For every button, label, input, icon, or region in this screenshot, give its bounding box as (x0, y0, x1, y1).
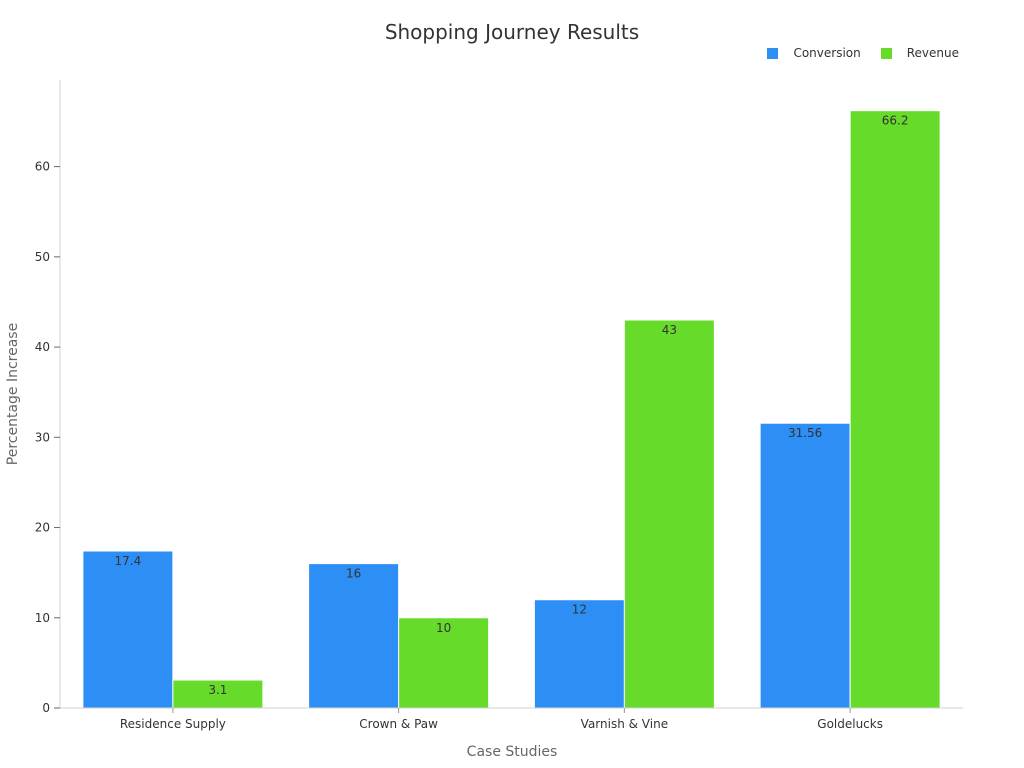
y-tick-label: 20 (35, 521, 50, 535)
data-labels-group: 17.4 3.1 16 10 12 43 31.56 66.2 (115, 114, 909, 697)
x-tick-label: Varnish & Vine (581, 717, 668, 731)
y-tick-label: 0 (42, 701, 50, 715)
legend-item-conversion[interactable]: Conversion (767, 46, 861, 60)
bar-conversion-0[interactable] (82, 550, 174, 709)
y-axis-title: Percentage Increase (5, 323, 21, 465)
bar-conversion-1[interactable] (308, 563, 400, 709)
legend-label-revenue: Revenue (906, 46, 959, 60)
bar-revenue-1[interactable] (398, 617, 490, 709)
chart-title: Shopping Journey Results (384, 20, 640, 44)
y-tick-label: 50 (35, 250, 50, 264)
x-tick-label: Goldelucks (817, 717, 883, 731)
bar-revenue-2[interactable] (623, 319, 715, 709)
y-axis-ticks: 0 10 20 30 40 50 60 (35, 160, 60, 715)
bar-value-label: 43 (662, 323, 677, 337)
x-axis-title: Case Studies (467, 744, 558, 760)
bars-group (82, 110, 941, 709)
bar-value-label: 16 (346, 567, 361, 581)
legend-swatch-revenue (880, 47, 892, 59)
x-tick-label: Residence Supply (120, 717, 226, 731)
legend-label-conversion: Conversion (793, 46, 861, 60)
y-tick-label: 40 (35, 340, 50, 354)
legend: Conversion Revenue (747, 46, 959, 60)
y-tick-label: 60 (35, 160, 50, 174)
y-tick-label: 10 (35, 611, 50, 625)
bar-value-label: 12 (572, 603, 587, 617)
y-tick-label: 30 (35, 430, 50, 444)
bar-value-label: 66.2 (882, 114, 909, 128)
legend-swatch-conversion (767, 47, 779, 59)
bar-value-label: 31.56 (788, 426, 822, 440)
bar-value-label: 3.1 (208, 683, 227, 697)
legend-item-revenue[interactable]: Revenue (880, 46, 959, 60)
bar-revenue-3[interactable] (849, 110, 941, 709)
bar-conversion-2[interactable] (533, 599, 625, 709)
x-axis-ticks: Residence Supply Crown & Paw Varnish & Vin… (120, 708, 883, 731)
bar-value-label: 10 (436, 621, 451, 635)
bar-conversion-3[interactable] (759, 422, 851, 709)
x-tick-label: Crown & Paw (359, 717, 438, 731)
bar-value-label: 17.4 (115, 554, 142, 568)
